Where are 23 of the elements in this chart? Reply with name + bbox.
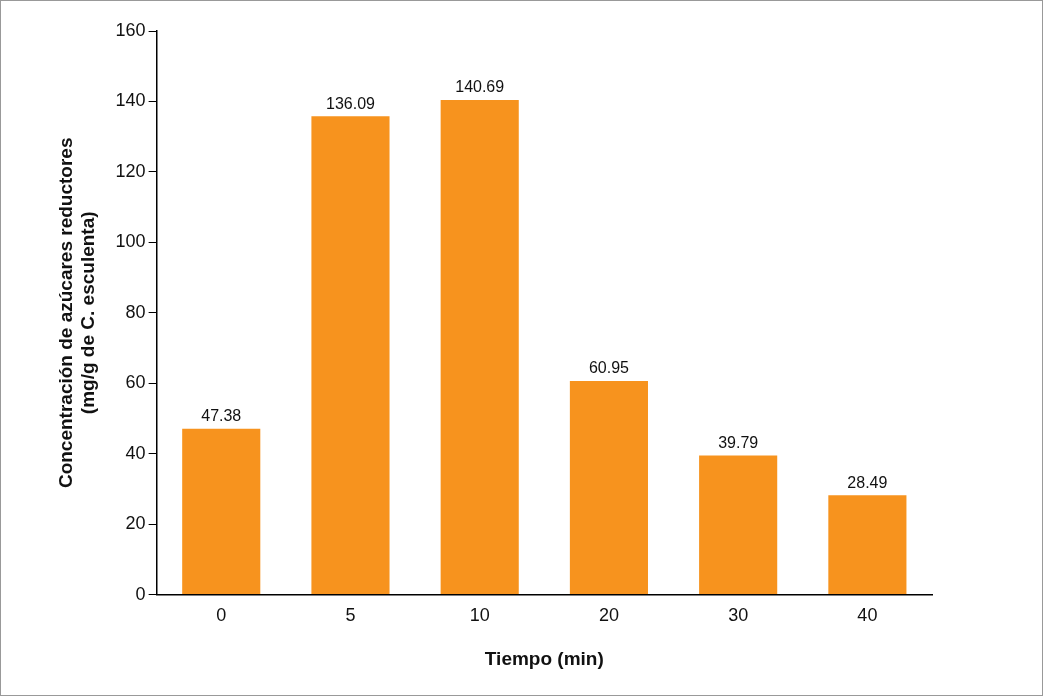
y-tick-label: 80 <box>125 301 146 322</box>
y-tick-label: 40 <box>125 442 146 463</box>
data-label: 60.95 <box>588 359 630 377</box>
y-axis-title: Concentración de azúcares reductores (mg/g de C. esculenta) <box>54 137 99 489</box>
y-tick-label: 60 <box>125 372 146 393</box>
x-axis-title: Tiempo (min) <box>484 647 604 669</box>
data-label: 47.38 <box>201 407 242 425</box>
data-label: 28.49 <box>847 473 888 491</box>
y-tick-label: 120 <box>115 160 146 181</box>
x-tick-label: 30 <box>728 605 749 626</box>
x-tick-label: 10 <box>469 605 490 626</box>
x-tick-label: 0 <box>216 605 227 626</box>
y-tick-label: 20 <box>125 513 146 534</box>
y-tick-label: 140 <box>115 90 146 111</box>
y-tick-label: 100 <box>115 231 146 252</box>
data-label: 136.09 <box>326 94 376 112</box>
y-tick-label: 160 <box>115 19 146 40</box>
x-tick-label: 20 <box>598 605 619 626</box>
data-label: 39.79 <box>718 433 759 451</box>
x-tick-label: 40 <box>857 605 878 626</box>
y-tick-label: 0 <box>135 583 146 604</box>
data-label: 140.69 <box>455 78 505 96</box>
x-tick-label: 5 <box>345 605 356 626</box>
